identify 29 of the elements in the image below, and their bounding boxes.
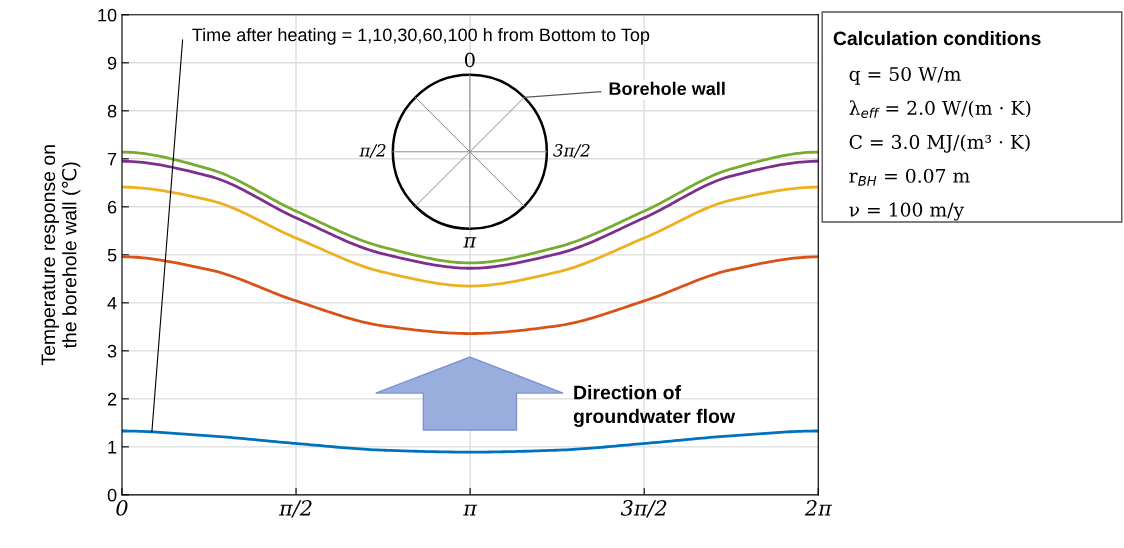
text: r$_{BH}$ = 0.07 m: [849, 168, 970, 186]
text: C = 3.0 MJ/(m³ · K): [849, 134, 1030, 153]
annotation: 3π/2: [553, 144, 590, 158]
text: Calculation conditions: [833, 30, 1041, 46]
y-tick-label: 2: [107, 392, 117, 406]
y-tick-label: 9: [107, 56, 117, 70]
annotation: Time after heating = 1,10,30,60,100 h from Bottom to Top: [192, 27, 650, 45]
x-tick-label: π: [463, 504, 478, 516]
x-tick-label: π/2: [278, 500, 312, 518]
y-tick-label: 10: [98, 8, 117, 22]
annotation: π: [463, 237, 477, 248]
y-tick-label: 5: [107, 248, 117, 262]
y-tick-label: 1: [108, 440, 117, 454]
annotation: 0: [464, 52, 475, 68]
y-tick-label: 4: [107, 296, 117, 310]
x-tick-label: 2π: [804, 500, 833, 516]
y-tick-label: 7: [107, 152, 117, 166]
y-tick-label: 3: [107, 344, 117, 358]
y-axis-title: Temperature response on the borehole wall (℃): [41, 145, 81, 366]
annotation: π/2: [359, 144, 386, 158]
y-tick-label: 6: [107, 200, 117, 214]
y-tick-label: 0: [107, 488, 117, 502]
x-tick-label: 3π/2: [620, 500, 667, 518]
y-tick-label: 8: [107, 104, 117, 118]
text: ν = 100 m/y: [849, 202, 965, 221]
text: q = 50 W/m: [849, 66, 961, 85]
annotation: Direction of groundwater flow: [573, 385, 736, 428]
annotation: Borehole wall: [609, 81, 725, 96]
text: λ$_{eff}$ = 2.0 W/(m · K): [849, 100, 1031, 118]
